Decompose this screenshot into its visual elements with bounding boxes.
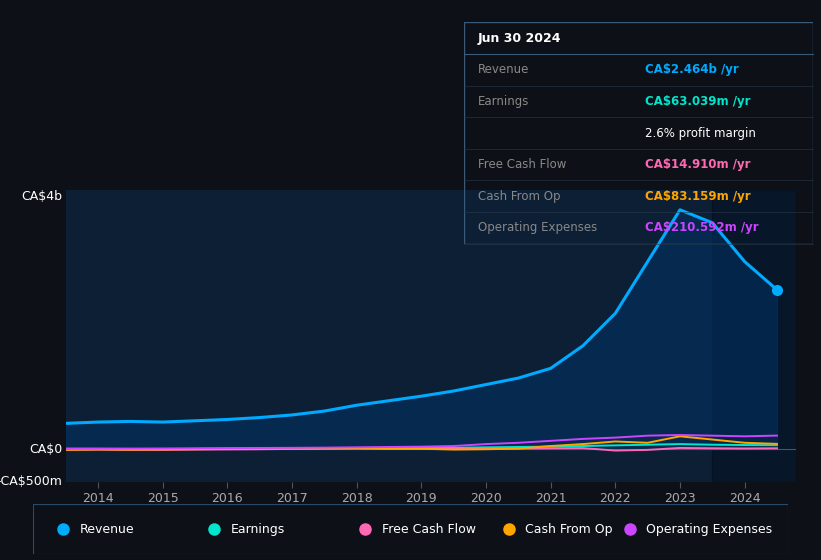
Text: CA$63.039m /yr: CA$63.039m /yr — [645, 95, 751, 108]
Text: Operating Expenses: Operating Expenses — [478, 221, 597, 234]
Text: CA$0: CA$0 — [29, 443, 62, 456]
Text: Operating Expenses: Operating Expenses — [646, 522, 773, 536]
Text: CA$210.592m /yr: CA$210.592m /yr — [645, 221, 759, 234]
Text: Earnings: Earnings — [478, 95, 530, 108]
Text: CA$14.910m /yr: CA$14.910m /yr — [645, 158, 751, 171]
Bar — [713, 190, 796, 482]
Text: CA$4b: CA$4b — [21, 190, 62, 203]
Text: Free Cash Flow: Free Cash Flow — [478, 158, 566, 171]
Text: Revenue: Revenue — [478, 63, 530, 76]
Text: -CA$500m: -CA$500m — [0, 475, 62, 488]
Text: CA$2.464b /yr: CA$2.464b /yr — [645, 63, 739, 76]
Text: Revenue: Revenue — [80, 522, 135, 536]
Text: 2.6% profit margin: 2.6% profit margin — [645, 127, 756, 139]
Text: Cash From Op: Cash From Op — [525, 522, 612, 536]
Text: Earnings: Earnings — [231, 522, 285, 536]
Text: CA$83.159m /yr: CA$83.159m /yr — [645, 190, 751, 203]
Text: Jun 30 2024: Jun 30 2024 — [478, 32, 562, 45]
Text: Free Cash Flow: Free Cash Flow — [382, 522, 476, 536]
Text: Cash From Op: Cash From Op — [478, 190, 560, 203]
